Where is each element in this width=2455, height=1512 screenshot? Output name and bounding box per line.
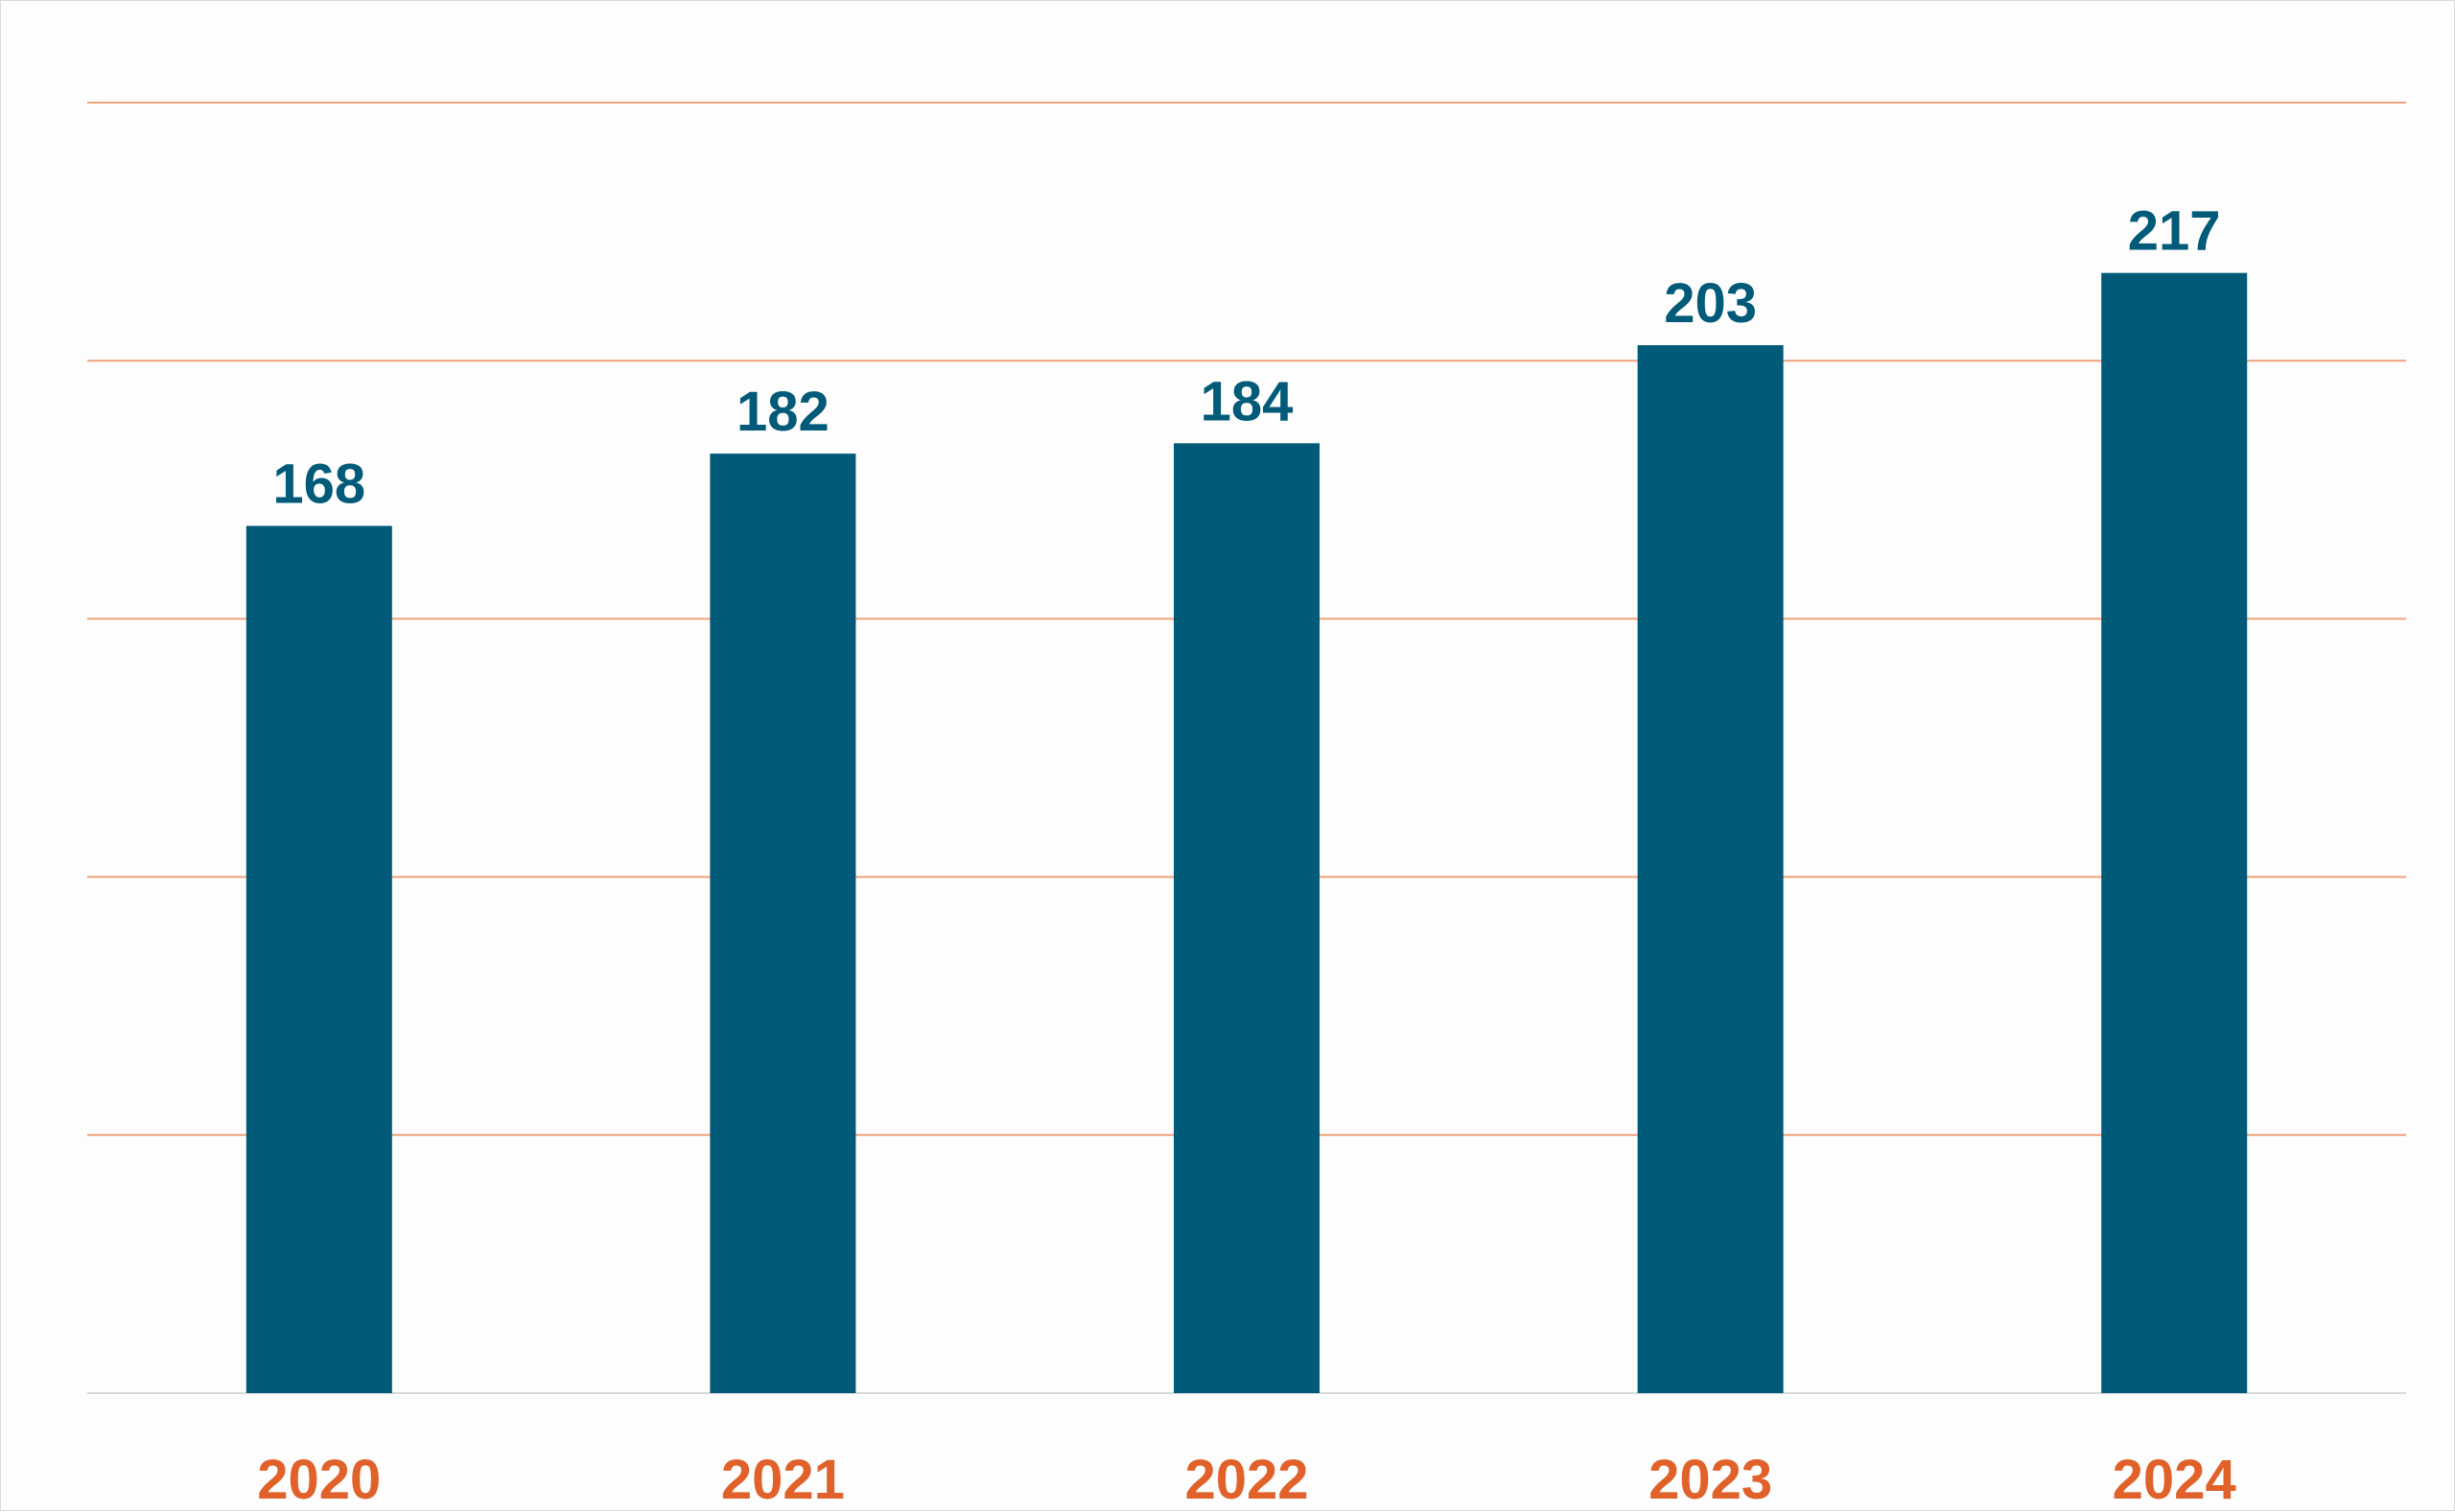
bar-2024	[2101, 272, 2248, 1393]
bar-2022	[1174, 443, 1320, 1393]
value-label-2021: 182	[736, 381, 830, 443]
value-label-2020: 168	[272, 453, 365, 515]
x-tick-label-2023: 2023	[1648, 1449, 1772, 1511]
value-label-2023: 203	[1664, 272, 1757, 335]
value-labels: 168 182 184 203 217	[272, 200, 2220, 516]
x-axis-tick-labels: 2020 2021 2022 2023 2024	[257, 1449, 2235, 1511]
value-label-2024: 217	[2128, 200, 2221, 263]
x-tick-label-2024: 2024	[2113, 1449, 2236, 1511]
bar-2021	[710, 454, 856, 1393]
x-tick-label-2022: 2022	[1184, 1449, 1308, 1511]
bar-2020	[246, 525, 392, 1393]
bars	[246, 272, 2248, 1394]
bar-2023	[1637, 345, 1784, 1394]
x-tick-label-2021: 2021	[721, 1449, 845, 1511]
x-tick-label-2020: 2020	[257, 1449, 381, 1511]
value-label-2022: 184	[1201, 370, 1294, 432]
